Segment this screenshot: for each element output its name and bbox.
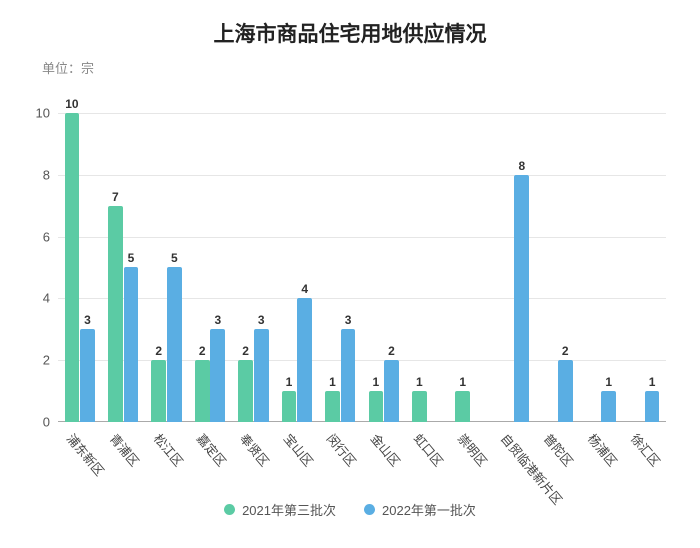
bar-group: 1杨浦区 [579, 82, 622, 422]
bar-value-label: 3 [214, 314, 221, 326]
bar-value-label: 1 [286, 376, 293, 388]
bar-group: 103浦东新区 [58, 82, 101, 422]
plot-area: 0246810103浦东新区75青浦区25松江区23嘉定区23奉贤区14宝山区1… [58, 82, 666, 422]
bar-value-label: 4 [301, 283, 308, 295]
y-tick-label: 2 [43, 354, 50, 367]
bar: 5 [124, 267, 139, 422]
legend-swatch [224, 504, 235, 515]
bar: 2 [558, 360, 573, 422]
bar: 3 [254, 329, 269, 422]
chart-container: 上海市商品住宅用地供应情况 单位：宗 0246810103浦东新区75青浦区25… [0, 0, 700, 534]
bar-value-label: 5 [171, 252, 178, 264]
bar-group: 75青浦区 [101, 82, 144, 422]
bar: 5 [167, 267, 182, 422]
bar: 3 [341, 329, 356, 422]
legend-item: 2022年第一批次 [364, 500, 476, 519]
bar-value-label: 2 [562, 345, 569, 357]
bar: 7 [108, 206, 123, 422]
bar-value-label: 1 [416, 376, 423, 388]
bar-value-label: 1 [459, 376, 466, 388]
legend-label: 2022年第一批次 [382, 500, 476, 519]
y-tick-label: 10 [36, 106, 50, 119]
bar-value-label: 3 [258, 314, 265, 326]
y-tick-label: 0 [43, 416, 50, 429]
bar-value-label: 3 [345, 314, 352, 326]
bar-value-label: 7 [112, 191, 119, 203]
bar-value-label: 1 [605, 376, 612, 388]
bar: 4 [297, 298, 312, 422]
bar-value-label: 2 [155, 345, 162, 357]
bar-value-label: 3 [84, 314, 91, 326]
y-tick-label: 8 [43, 168, 50, 181]
bar: 8 [514, 175, 529, 422]
y-tick-label: 6 [43, 230, 50, 243]
bar-group: 1虹口区 [405, 82, 448, 422]
bar-value-label: 8 [518, 160, 525, 172]
bar-group: 14宝山区 [275, 82, 318, 422]
bar: 2 [238, 360, 253, 422]
bar-group: 2普陀区 [536, 82, 579, 422]
legend: 2021年第三批次 2022年第一批次 [0, 500, 700, 519]
bar: 1 [369, 391, 384, 422]
bar-value-label: 1 [649, 376, 656, 388]
bar-value-label: 1 [373, 376, 380, 388]
bar-group: 1崇明区 [449, 82, 492, 422]
bar: 2 [384, 360, 399, 422]
bar-value-label: 2 [242, 345, 249, 357]
bar-value-label: 2 [388, 345, 395, 357]
bar-group: 1徐汇区 [623, 82, 666, 422]
legend-item: 2021年第三批次 [224, 500, 336, 519]
bar-value-label: 10 [65, 98, 78, 110]
bar: 2 [195, 360, 210, 422]
bar-group: 23奉贤区 [232, 82, 275, 422]
legend-swatch [364, 504, 375, 515]
bar: 1 [601, 391, 616, 422]
bar: 1 [412, 391, 427, 422]
bar-value-label: 5 [128, 252, 135, 264]
bar: 1 [645, 391, 660, 422]
bar: 2 [151, 360, 166, 422]
y-tick-label: 4 [43, 292, 50, 305]
bar: 10 [65, 113, 80, 422]
bar: 1 [282, 391, 297, 422]
bar: 1 [455, 391, 470, 422]
bar-group: 13闵行区 [319, 82, 362, 422]
bar: 3 [80, 329, 95, 422]
bar-group: 8自贸临港新片区 [492, 82, 535, 422]
bar: 3 [210, 329, 225, 422]
bar: 1 [325, 391, 340, 422]
chart-title: 上海市商品住宅用地供应情况 [0, 0, 700, 48]
unit-label: 单位：宗 [42, 58, 94, 77]
bar-value-label: 2 [199, 345, 206, 357]
bar-group: 12金山区 [362, 82, 405, 422]
bar-group: 25松江区 [145, 82, 188, 422]
bar-value-label: 1 [329, 376, 336, 388]
legend-label: 2021年第三批次 [242, 500, 336, 519]
bar-group: 23嘉定区 [188, 82, 231, 422]
